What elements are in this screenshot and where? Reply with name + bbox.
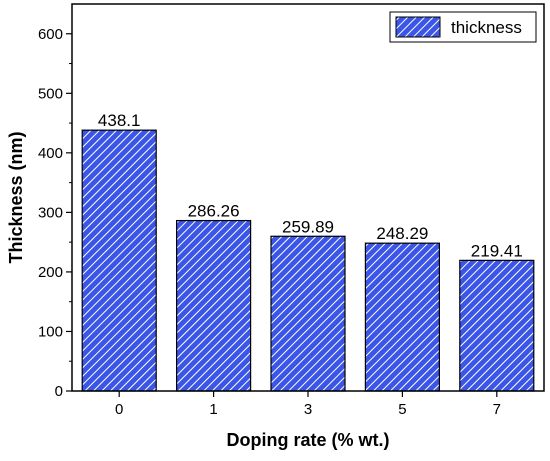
y-tick-label-200: 200	[38, 264, 63, 281]
y-tick-label-600: 600	[38, 26, 63, 43]
data-label-1: 286.26	[188, 202, 240, 221]
y-axis: 0 100 200 300 400 500 600	[38, 26, 72, 400]
bar-0	[81, 129, 157, 392]
data-label-7: 219.41	[471, 241, 523, 260]
y-tick-label-0: 0	[55, 383, 63, 400]
bar-5	[364, 242, 440, 392]
bars-layer	[81, 129, 535, 392]
legend: thickness	[389, 11, 537, 43]
data-label-5: 248.29	[376, 224, 428, 243]
x-tick-label-0: 0	[115, 401, 123, 418]
bar-1	[176, 219, 252, 392]
data-labels-layer: 438.1 286.26 259.89 248.29 219.41	[98, 111, 523, 260]
legend-swatch	[395, 16, 441, 38]
data-label-0: 438.1	[98, 111, 141, 130]
x-tick-label-7: 7	[493, 401, 501, 418]
x-tick-label-3: 3	[304, 401, 312, 418]
x-axis: 0 1 3 5 7	[115, 391, 501, 418]
data-label-3: 259.89	[282, 217, 334, 236]
legend-label: thickness	[451, 18, 522, 37]
y-tick-label-100: 100	[38, 323, 63, 340]
x-tick-label-5: 5	[398, 401, 406, 418]
y-tick-label-300: 300	[38, 204, 63, 221]
bar-7	[459, 259, 535, 392]
y-tick-label-400: 400	[38, 145, 63, 162]
y-tick-label-500: 500	[38, 85, 63, 102]
bar-3	[270, 235, 346, 392]
x-tick-label-1: 1	[209, 401, 217, 418]
x-axis-title: Doping rate (% wt.)	[227, 430, 390, 450]
y-axis-title: Thickness (nm)	[6, 131, 26, 263]
